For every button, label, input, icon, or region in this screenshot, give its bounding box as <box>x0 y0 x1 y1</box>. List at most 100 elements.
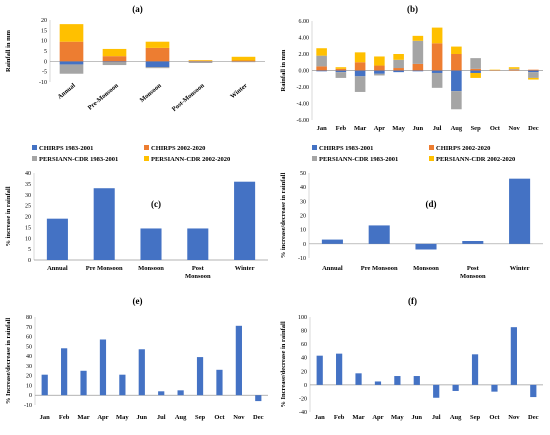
chart-d-bar <box>369 225 390 243</box>
chart-f-ytick-label: -40 <box>299 410 307 416</box>
chart-b-xtick-label: Jan <box>317 125 328 132</box>
chart-e-bar <box>197 357 203 395</box>
chart-a-bar <box>103 56 127 61</box>
chart-e-xtick-label: Dec <box>253 414 264 421</box>
chart-f-bar <box>491 385 497 392</box>
chart-b-bar <box>432 73 443 88</box>
chart-b-bar <box>528 70 539 71</box>
chart-d-bar <box>509 179 530 244</box>
chart-b-bar <box>355 76 366 92</box>
chart-b-bar <box>528 72 539 78</box>
chart-c-bar <box>140 228 161 260</box>
chart-b-xtick-label: Feb <box>336 125 347 132</box>
chart-f-ytick-label: 20 <box>301 369 307 375</box>
chart-b-bar <box>528 78 539 80</box>
chart-e-ytick-label: 50 <box>26 344 32 350</box>
chart-c-bar <box>187 228 208 260</box>
chart-a-bar <box>60 64 84 73</box>
chart-b-xtick-label: Mar <box>354 125 366 132</box>
chart-a-bar <box>60 42 84 62</box>
chart-e-ytick-label: 30 <box>26 364 32 370</box>
chart-b-bar <box>393 71 404 73</box>
chart-c-bar <box>94 188 115 260</box>
chart-a-bar <box>146 67 170 68</box>
chart-b-xtick-label: Apr <box>374 125 385 132</box>
chart-e-xtick-label: Jan <box>40 414 51 421</box>
chart-a-xtick-label: Annual <box>56 82 76 101</box>
chart-b-yaxis: -6.00-4.00-2.000.002.004.006.00 <box>297 19 310 124</box>
chart-e-xtick-label: Mar <box>77 414 89 421</box>
chart-b-bar <box>336 72 347 78</box>
chart-a-title: (a) <box>132 4 143 14</box>
chart-b-bar <box>393 54 404 60</box>
chart-e-xtick-label: Feb <box>59 414 70 421</box>
chart-a-ytick-label: 0 <box>44 59 47 65</box>
chart-a-bar <box>60 61 84 64</box>
chart-b-bar <box>413 41 424 64</box>
chart-c-ytick-label: 25 <box>25 204 31 210</box>
chart-b-bar <box>355 71 366 77</box>
chart-f-xtick-label: Apr <box>372 414 383 421</box>
chart-f-bar <box>511 327 517 385</box>
chart-a-bar <box>232 61 256 62</box>
chart-e-ytick-label: -10 <box>24 403 32 409</box>
chart-f-bar <box>355 373 361 385</box>
chart-e-xtick-label: May <box>116 414 129 421</box>
chart-d-ytick-label: 50 <box>300 171 306 177</box>
chart-b-xtick-label: May <box>392 125 405 132</box>
chart-b-ytick-label: -2.00 <box>297 85 310 91</box>
chart-f-xtick-label: Jun <box>412 414 423 421</box>
legend-label: PERSIANN-CDR 2002-2020 <box>436 156 515 163</box>
chart-c-ytick-label: 30 <box>25 193 31 199</box>
chart-f-ytick-label: -20 <box>299 396 307 402</box>
chart-f-bar <box>414 376 420 385</box>
chart-c-xtick-label: Monsoon <box>138 265 164 272</box>
chart-d-bar <box>462 241 483 244</box>
chart-b-bar <box>413 64 424 71</box>
chart-b-bar <box>336 69 347 71</box>
chart-b-bar <box>509 70 520 71</box>
chart-b-title: (b) <box>407 4 418 14</box>
chart-b-xtick-label: Jul <box>433 125 442 132</box>
chart-f-xtick-label: Sep <box>470 414 481 421</box>
chart-a-bar <box>146 48 170 61</box>
legend-label: CHIRPS 2002-2020 <box>151 145 205 152</box>
chart-f-bar <box>317 356 323 385</box>
legend-label: CHIRPS 1983-2001 <box>39 145 93 152</box>
chart-e-ytick-label: 80 <box>26 315 32 321</box>
chart-b-bar <box>374 56 385 65</box>
chart-e-ytick-label: 60 <box>26 335 32 341</box>
chart-d-xtick-label: Monsoon <box>413 265 439 272</box>
chart-e-xtick-label: Apr <box>97 414 108 421</box>
chart-c-xtick-label: Annual <box>47 265 68 272</box>
chart-f-ytick-label: 0 <box>304 383 307 389</box>
chart-d-ytick-label: 10 <box>300 228 306 234</box>
chart-b-bar <box>355 62 366 70</box>
chart-e-ytick-label: 40 <box>26 354 32 360</box>
chart-f-xtick-label: Aug <box>450 414 462 421</box>
chart-c-ytick-label: 5 <box>28 247 31 253</box>
chart-b-xtick-label: Sep <box>471 125 482 132</box>
chart-d-ytick-label: 20 <box>300 214 306 220</box>
chart-d-ylabel: % increase/decrease in rainfall <box>280 173 287 259</box>
chart-e-xtick-label: Aug <box>175 414 187 421</box>
chart-b-bar <box>316 48 327 55</box>
chart-f-ytick-label: 80 <box>301 329 307 335</box>
chart-c-title: (c) <box>151 199 161 209</box>
chart-c-ytick-label: 40 <box>25 171 31 177</box>
chart-b-bar <box>470 73 481 78</box>
chart-f: (f)% Increase/decrease in rainfall-40-20… <box>275 292 550 430</box>
chart-b-xtick-label: Oct <box>490 125 501 132</box>
chart-d-xtick-label: Annual <box>322 265 343 272</box>
chart-b-svg: (b)Rainfall in mm-6.00-4.00-2.000.002.00… <box>275 0 550 140</box>
chart-a-bar <box>146 42 170 48</box>
chart-a-xtick-label: Winter <box>229 82 249 100</box>
legend-swatch <box>144 145 149 150</box>
